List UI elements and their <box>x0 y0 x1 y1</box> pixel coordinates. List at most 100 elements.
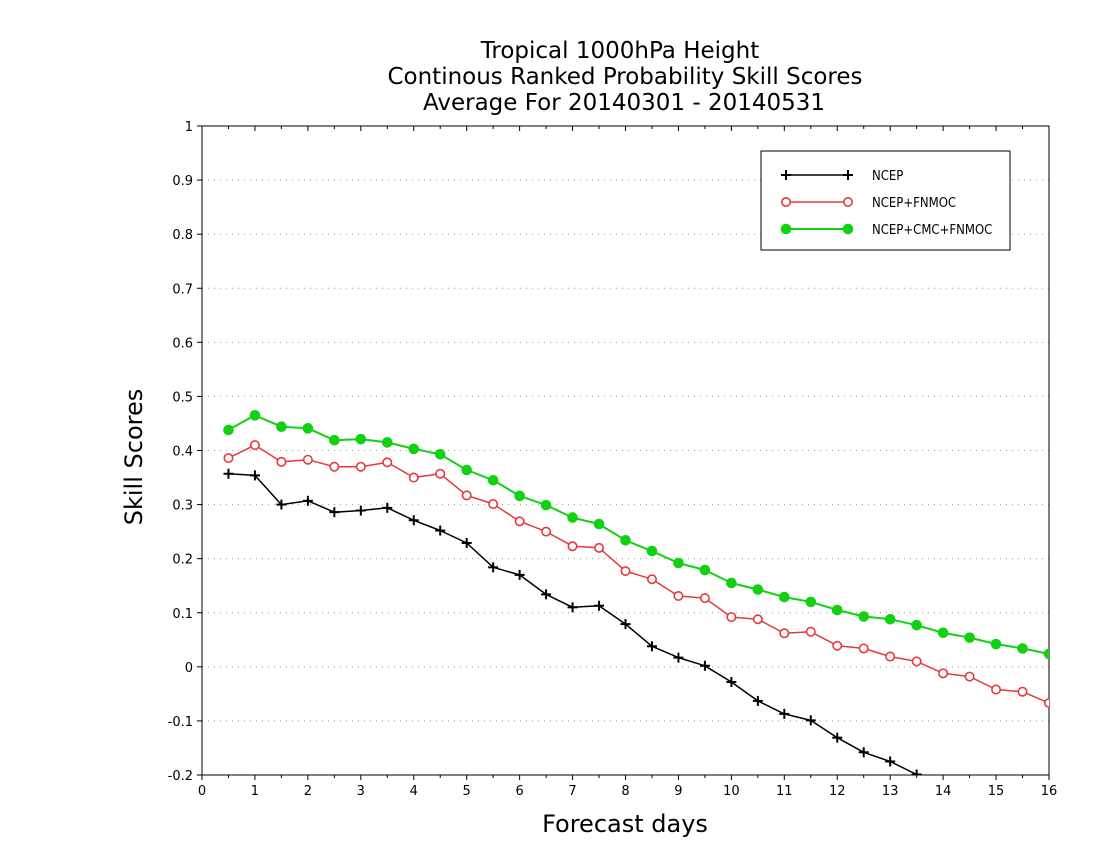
y-tick-label: 0.8 <box>172 228 193 243</box>
data-point <box>276 499 287 510</box>
x-tick-label: 9 <box>674 784 682 799</box>
data-point <box>593 518 605 530</box>
data-point <box>567 512 578 523</box>
data-point <box>1018 819 1028 829</box>
x-tick-label: 7 <box>568 784 576 799</box>
data-point <box>1043 648 1049 660</box>
data-point <box>355 461 366 472</box>
data-point <box>435 525 446 536</box>
x-tick-label: 1 <box>251 784 259 799</box>
legend-marker <box>781 170 791 180</box>
legend-item: NCEP+CMC+FNMOC <box>780 223 992 238</box>
y-tick-label: 0.7 <box>172 282 193 297</box>
legend-item: NCEP <box>781 169 903 184</box>
legend-marker <box>780 197 791 208</box>
y-tick-labels: -0.2 -0.1 0 0.1 0.2 0.3 0.4 0.5 0.6 0.7 0.8 0.9 1 <box>168 120 193 784</box>
data-point <box>249 470 260 481</box>
legend-label: NCEP+FNMOC <box>872 196 956 211</box>
data-point <box>223 468 234 479</box>
data-point <box>937 627 949 639</box>
data-point <box>832 732 843 743</box>
data-point <box>831 604 843 616</box>
data-point <box>805 626 816 637</box>
data-point <box>620 534 631 546</box>
y-tick-label: 0.9 <box>172 174 193 189</box>
data-point <box>381 437 393 448</box>
data-point <box>990 638 1002 650</box>
data-point <box>355 433 367 445</box>
x-tick-label: 10 <box>723 784 740 799</box>
data-point <box>620 619 631 630</box>
data-point <box>726 676 737 687</box>
data-point <box>1017 686 1028 697</box>
data-point <box>884 613 896 625</box>
data-point <box>911 656 922 667</box>
x-tick-label: 14 <box>935 784 952 799</box>
data-point <box>541 526 552 537</box>
data-point <box>514 516 525 527</box>
y-tick-label: 0.1 <box>172 607 193 622</box>
data-point <box>461 490 472 501</box>
legend-marker <box>842 223 854 235</box>
y-tick-label: -0.1 <box>168 715 193 730</box>
data-point <box>911 619 922 631</box>
legend-marker <box>843 170 853 180</box>
data-point <box>540 499 552 511</box>
data-point <box>964 671 975 682</box>
data-point <box>1044 698 1049 709</box>
y-tick-label: -0.2 <box>168 769 193 784</box>
data-point <box>779 628 790 639</box>
x-tick-label: 11 <box>776 784 793 799</box>
data-point <box>329 507 340 518</box>
data-point <box>832 640 843 651</box>
data-point <box>249 440 260 451</box>
x-tick-label: 16 <box>1041 784 1058 799</box>
data-point <box>752 695 763 706</box>
data-point <box>249 410 261 421</box>
data-point <box>541 589 552 600</box>
data-point <box>699 660 710 671</box>
x-axis-label: Forecast days <box>542 810 708 838</box>
y-tick-label: 0.5 <box>172 390 193 405</box>
data-point <box>752 614 763 625</box>
data-point <box>911 769 922 775</box>
chart-title: Tropical 1000hPa Height Continous Ranked… <box>387 38 862 116</box>
y-axis-label: Skill Scores <box>120 389 148 526</box>
legend-marker <box>842 197 853 208</box>
grid <box>202 179 1049 722</box>
series-line <box>228 414 1049 655</box>
x-tick-label: 15 <box>988 784 1005 799</box>
data-point <box>488 562 499 573</box>
chart-title-line-1: Tropical 1000hPa Height <box>480 38 760 64</box>
data-point <box>699 593 710 604</box>
data-point <box>885 651 896 662</box>
x-tick-label: 13 <box>882 784 899 799</box>
x-tick-label: 8 <box>621 784 629 799</box>
y-tick-label: 1 <box>185 120 193 135</box>
data-point <box>302 423 314 434</box>
data-point <box>461 537 472 548</box>
data-point <box>726 577 737 589</box>
series-ncep-cmc-fnmoc <box>223 410 1049 660</box>
data-point <box>673 652 684 663</box>
data-point <box>779 591 790 603</box>
data-point <box>461 464 472 476</box>
data-point <box>805 596 817 608</box>
data-point <box>408 472 419 483</box>
data-point <box>594 542 605 553</box>
data-point <box>276 456 287 467</box>
data-point <box>885 756 896 767</box>
x-tick-label: 3 <box>357 784 365 799</box>
x-tick-labels: 0 1 2 3 4 5 6 7 8 9 10 11 12 13 14 15 16 <box>198 784 1057 799</box>
data-point <box>752 584 764 595</box>
series-ncep-fnmoc <box>223 440 1049 709</box>
data-point <box>382 457 393 468</box>
data-point <box>779 708 790 719</box>
data-point <box>858 611 870 622</box>
data-point <box>726 612 737 623</box>
data-point <box>673 557 684 569</box>
y-tick-label: 0.6 <box>172 336 193 351</box>
chart-title-line-3: Average For 20140301 - 20140531 <box>423 90 825 116</box>
series-layer <box>223 410 1049 829</box>
